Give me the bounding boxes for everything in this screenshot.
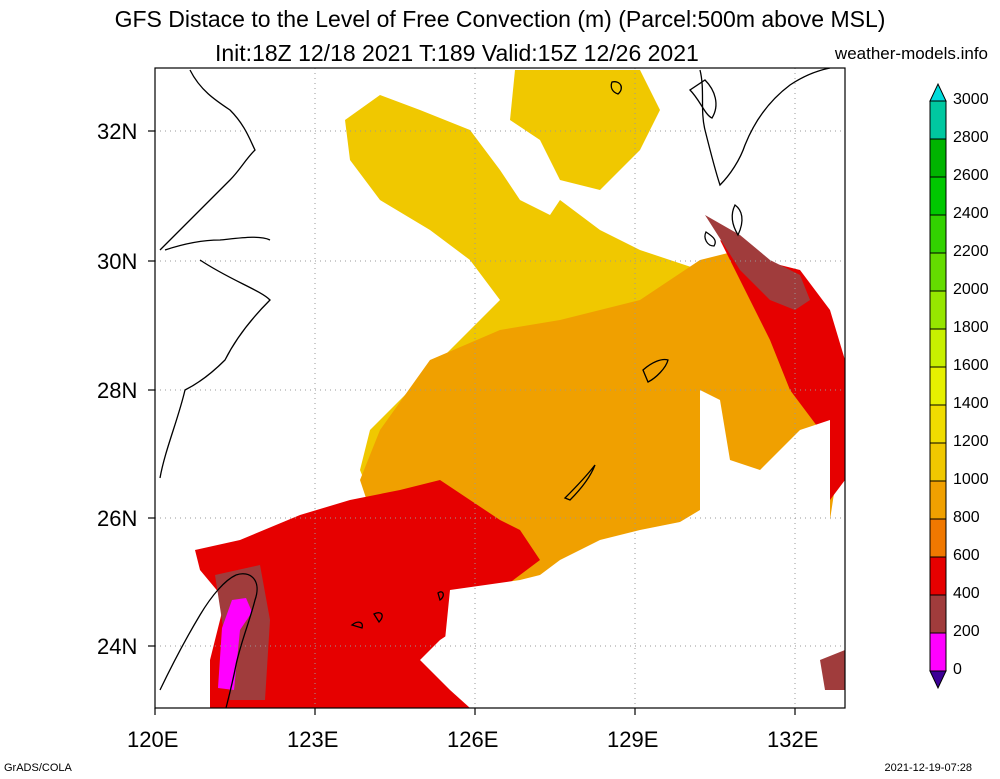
- colorbar-label: 200: [953, 623, 980, 640]
- field-red-east: [720, 240, 845, 500]
- lon-label: 120E: [127, 727, 179, 752]
- colorbar-label: 2400: [953, 205, 989, 222]
- field-gap-se: [445, 390, 830, 705]
- lat-label: 24N: [97, 634, 138, 659]
- field-red-south: [195, 480, 540, 708]
- lat-label: 28N: [97, 378, 138, 403]
- colorbar-seg-5: [929, 252, 947, 292]
- colorbar-top-arrow: [929, 82, 947, 102]
- colorbar-seg-11: [929, 480, 947, 520]
- colorbar-seg-2: [929, 138, 947, 178]
- field-brown-east: [705, 215, 810, 310]
- colorbar: [929, 82, 947, 690]
- colorbar-seg-7: [929, 328, 947, 368]
- field-orange-top: [510, 70, 660, 190]
- colorbar-seg-10: [929, 442, 947, 482]
- lon-label: 129E: [607, 727, 659, 752]
- map-grid: [155, 68, 845, 708]
- colorbar-label: 1400: [953, 395, 989, 412]
- colorbar-seg-3: [929, 176, 947, 216]
- colorbar-label: 1800: [953, 319, 989, 336]
- footer-left: GrADS/COLA: [4, 762, 72, 774]
- map-ticks: [148, 130, 796, 715]
- lat-label: 26N: [97, 506, 138, 531]
- colorbar-seg-9: [929, 404, 947, 444]
- site-credit: weather-models.info: [834, 44, 988, 63]
- chart-subtitle: Init:18Z 12/18 2021 T:189 Valid:15Z 12/2…: [215, 40, 699, 66]
- colorbar-label: 2600: [953, 167, 989, 184]
- map-frame: [154, 67, 846, 709]
- colorbar-label: 600: [953, 547, 980, 564]
- colorbar-seg-1: [929, 100, 947, 140]
- colorbar-label: 1200: [953, 433, 989, 450]
- colorbar-label: 800: [953, 509, 980, 526]
- colorbar-seg-12: [929, 518, 947, 558]
- lon-label: 132E: [767, 727, 819, 752]
- colorbar-seg-14: [929, 594, 947, 634]
- colorbar-label: 1600: [953, 357, 989, 374]
- colorbar-seg-15: [929, 632, 947, 672]
- field-brown-se: [820, 650, 845, 690]
- colorbar-label: 1000: [953, 471, 989, 488]
- colorbar-label: 3000: [953, 91, 989, 108]
- chart-title: GFS Distace to the Level of Free Convect…: [114, 6, 886, 32]
- footer-right: 2021-12-19-07:28: [884, 762, 972, 774]
- map-field: [195, 70, 845, 708]
- colorbar-label: 2800: [953, 129, 989, 146]
- coastlines: [159, 68, 831, 708]
- colorbar-label: 0: [953, 661, 962, 678]
- colorbar-seg-8: [929, 366, 947, 406]
- field-magenta: [218, 598, 252, 690]
- colorbar-label: 2000: [953, 281, 989, 298]
- colorbar-label: 2200: [953, 243, 989, 260]
- colorbar-label: 400: [953, 585, 980, 602]
- lat-label: 32N: [97, 119, 138, 144]
- colorbar-seg-4: [929, 214, 947, 254]
- colorbar-seg-6: [929, 290, 947, 330]
- colorbar-seg-13: [929, 556, 947, 596]
- lon-label: 123E: [287, 727, 339, 752]
- lat-label: 30N: [97, 249, 138, 274]
- lon-label: 126E: [447, 727, 499, 752]
- colorbar-bottom-arrow: [929, 670, 947, 690]
